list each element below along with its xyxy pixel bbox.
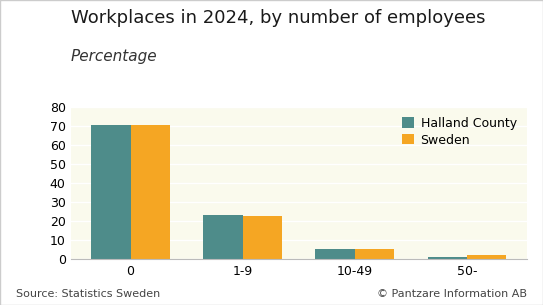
Bar: [355, 249, 394, 259]
Bar: [315, 249, 355, 259]
Bar: [204, 215, 243, 259]
Text: Percentage: Percentage: [71, 49, 157, 64]
Bar: [91, 125, 130, 259]
Text: Source: Statistics Sweden: Source: Statistics Sweden: [16, 289, 161, 299]
Text: © Pantzare Information AB: © Pantzare Information AB: [377, 289, 527, 299]
Bar: [427, 257, 467, 259]
Text: Workplaces in 2024, by number of employees: Workplaces in 2024, by number of employe…: [71, 9, 485, 27]
Bar: [130, 125, 170, 259]
Legend: Halland County, Sweden: Halland County, Sweden: [398, 113, 520, 150]
Bar: [243, 216, 282, 259]
Bar: [467, 256, 506, 259]
